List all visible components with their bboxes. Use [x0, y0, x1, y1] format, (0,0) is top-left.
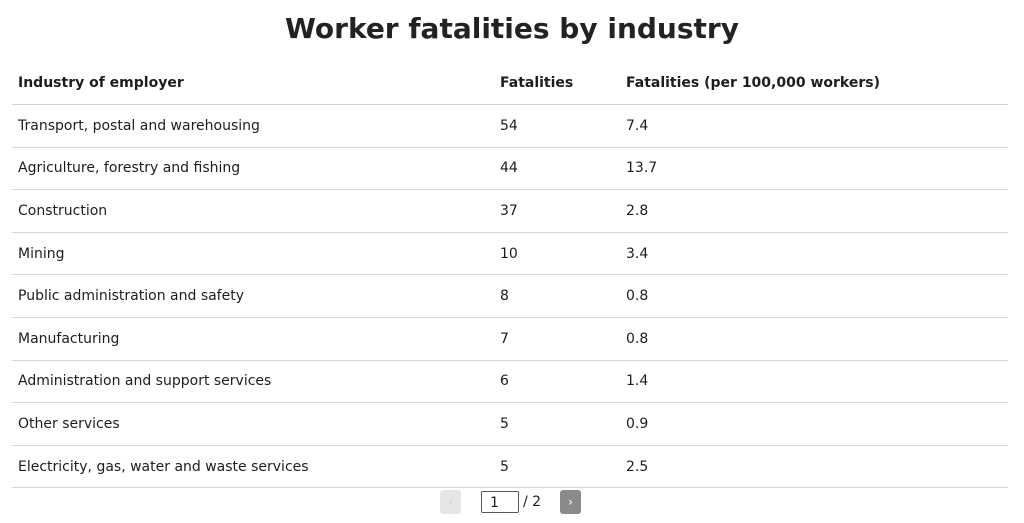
column-header: Fatalities — [494, 62, 620, 105]
table-cell: 7 — [494, 317, 620, 361]
table-cell: 44 — [494, 147, 620, 191]
table: Industry of employer Fatalities Fatalities… — [12, 62, 1008, 489]
table-cell: 7.4 — [620, 104, 1008, 148]
prev-button[interactable]: ‹ — [440, 490, 461, 514]
table-row: Construction 37 2.8 — [12, 189, 1008, 233]
table-cell: 37 — [494, 189, 620, 233]
table-cell: Transport, postal and warehousing — [12, 104, 494, 148]
table-cell: Agriculture, forestry and fishing — [12, 147, 494, 191]
table-cell: Mining — [12, 232, 494, 276]
table-row: Agriculture, forestry and fishing 44 13.7 — [12, 147, 1008, 191]
table-row: Mining 10 3.4 — [12, 232, 1008, 276]
page-total: / 2 — [523, 494, 542, 510]
table-row: Other services 5 0.9 — [12, 402, 1008, 446]
page-input[interactable]: 1 — [481, 491, 519, 513]
table-cell: 0.8 — [620, 317, 1008, 361]
pagination: ‹ 1 / 2 › — [440, 490, 581, 514]
title: Worker fatalities by industry — [285, 12, 739, 45]
table-cell: 54 — [494, 104, 620, 148]
header-row: Industry of employer Fatalities Fatalities… — [12, 62, 1008, 105]
table-cell: 0.8 — [620, 274, 1008, 318]
table-row: Manufacturing 7 0.8 — [12, 317, 1008, 361]
table-cell: 3.4 — [620, 232, 1008, 276]
table-cell: Administration and support services — [12, 360, 494, 404]
table-cell: 2.5 — [620, 445, 1008, 489]
table-row: Transport, postal and warehousing 54 7.4 — [12, 104, 1008, 148]
table-cell: 10 — [494, 232, 620, 276]
table-cell: 1.4 — [620, 360, 1008, 404]
table-cell: Other services — [12, 402, 494, 446]
table-cell: 6 — [494, 360, 620, 404]
table-body: Transport, postal and warehousing 54 7.4 Ag… — [12, 104, 1008, 489]
table-cell: Manufacturing — [12, 317, 494, 361]
table-cell: 5 — [494, 402, 620, 446]
next-button[interactable]: › — [560, 490, 581, 514]
table-cell: Public administration and safety — [12, 274, 494, 318]
table-row: Public administration and safety 8 0.8 — [12, 274, 1008, 318]
table-row: Electricity, gas, water and waste servic… — [12, 445, 1008, 489]
table-cell: 13.7 — [620, 147, 1008, 191]
table-row: Administration and support services 6 1.4 — [12, 360, 1008, 404]
column-header: Fatalities (per 100,000 workers) — [620, 62, 1008, 105]
table-cell: 0.9 — [620, 402, 1008, 446]
table-cell: Electricity, gas, water and waste servic… — [12, 445, 494, 489]
table-cell: Construction — [12, 189, 494, 233]
table-cell: 8 — [494, 274, 620, 318]
table-cell: 2.8 — [620, 189, 1008, 233]
column-header: Industry of employer — [12, 62, 494, 105]
table-cell: 5 — [494, 445, 620, 489]
